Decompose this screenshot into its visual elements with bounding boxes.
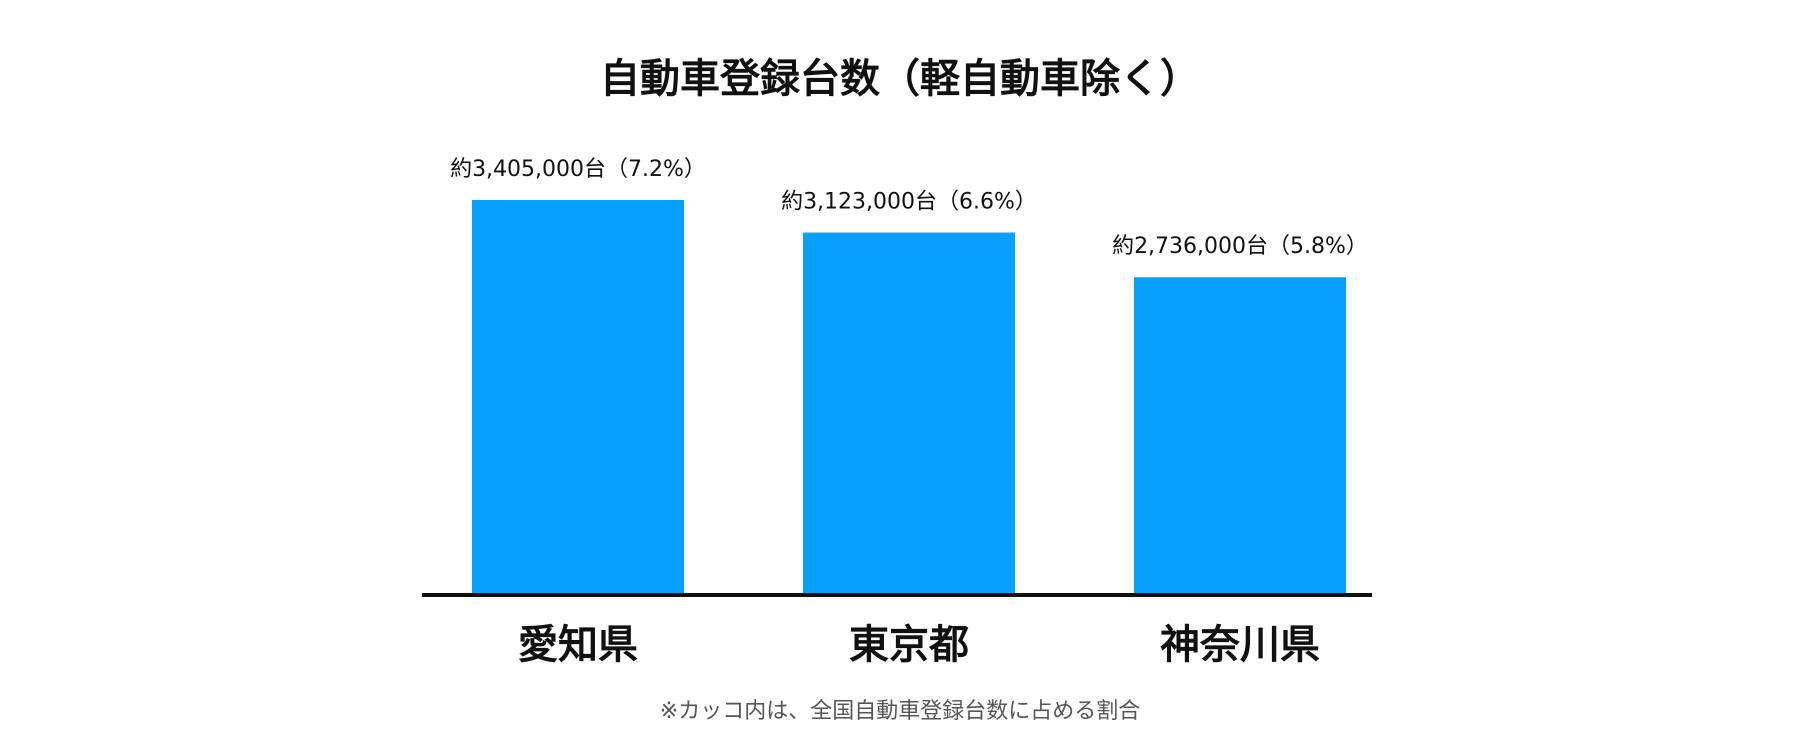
category-labels-group: 愛知県 東京都 神奈川県 (518, 622, 1320, 668)
category-label-3: 神奈川県 (1160, 622, 1320, 668)
bar-2 (803, 232, 1015, 593)
data-labels-group: 約3,405,000台（7.2%） 約3,123,000台（6.6%） 約2,736… (450, 157, 1368, 259)
footnote: ※カッコ内は、全国自動車登録台数に占める割合 (660, 699, 1140, 724)
bar-3 (1134, 277, 1346, 593)
category-label-1: 愛知県 (518, 622, 638, 668)
category-label-2: 東京都 (849, 622, 969, 668)
data-label-2: 約3,123,000台（6.6%） (781, 190, 1037, 215)
bar-1 (472, 200, 684, 593)
data-label-3: 約2,736,000台（5.8%） (1112, 234, 1368, 259)
chart-title: 自動車登録台数（軽自動車除く） (600, 56, 1200, 102)
data-label-1: 約3,405,000台（7.2%） (450, 157, 706, 182)
bars-group (472, 200, 1346, 593)
